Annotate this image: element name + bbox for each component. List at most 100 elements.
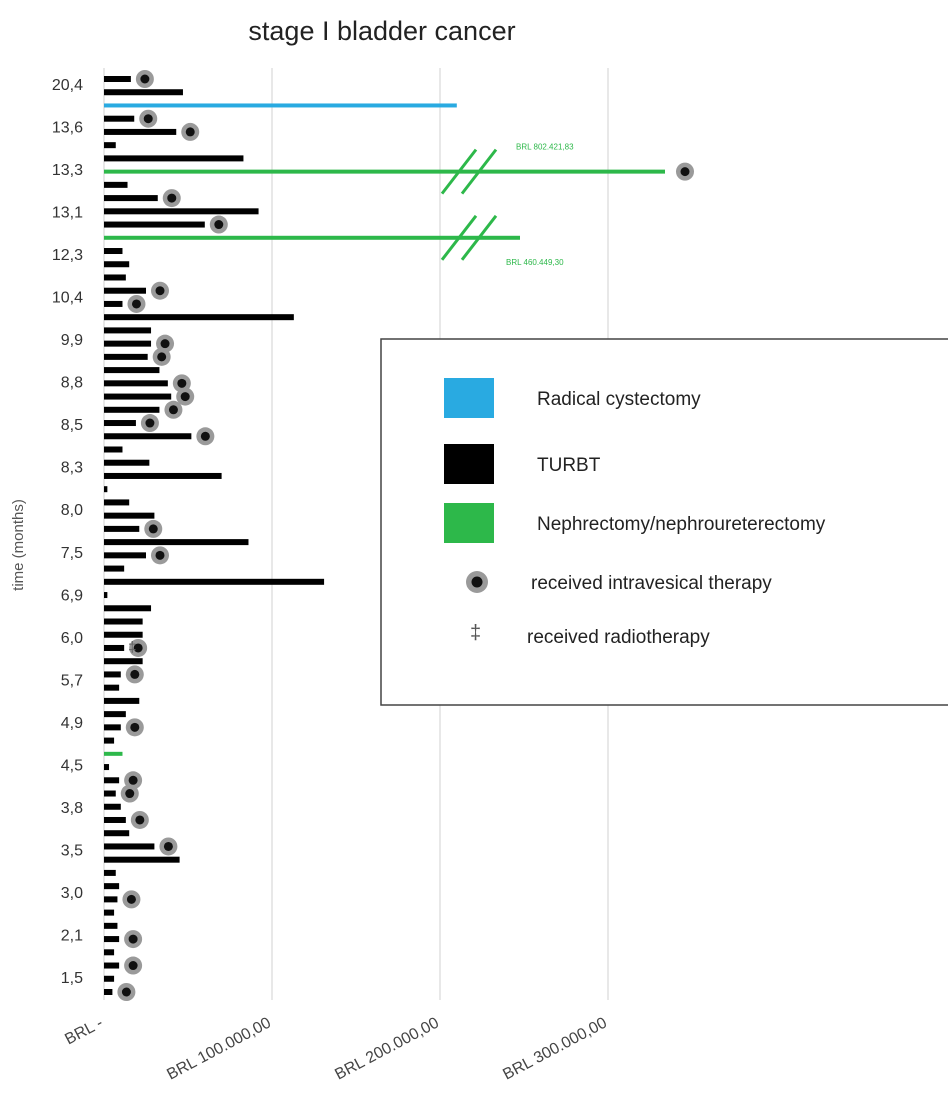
bar-39 [104, 592, 108, 599]
x-tick-label-3: BRL 300.000,00 [500, 1014, 610, 1083]
bar-41 [104, 618, 143, 625]
y-tick-label-8: 8,5 [61, 417, 83, 434]
y-axis-title: time (months) [10, 499, 27, 591]
bar-57 [104, 830, 130, 837]
legend-label-1: TURBT [537, 455, 601, 476]
bars [104, 76, 665, 995]
bar-28 [104, 446, 123, 453]
bar-24 [104, 393, 172, 400]
bar-51 [104, 751, 123, 756]
bar-22 [104, 367, 160, 374]
bar-54 [104, 790, 116, 797]
marker-inner-45 [130, 669, 140, 679]
break-mark-0-1 [460, 148, 498, 195]
bar-6 [104, 155, 244, 162]
marker-inner-16 [155, 286, 165, 296]
legend-label-4: received radiotherapy [527, 627, 710, 648]
bar-45 [104, 671, 121, 678]
bar-49 [104, 724, 121, 731]
bar-7 [104, 169, 665, 174]
y-tick-label-21: 1,5 [61, 970, 83, 987]
bar-21 [104, 353, 148, 360]
marker-inner-25 [168, 405, 178, 415]
bar-68 [104, 975, 115, 982]
bar-50 [104, 737, 115, 744]
legend-swatch-1 [444, 444, 494, 484]
bar-52 [104, 764, 110, 771]
bar-34 [104, 525, 140, 532]
bar-3 [104, 115, 135, 122]
marker-inner-69 [121, 987, 131, 997]
y-tick-label-6: 9,9 [61, 332, 83, 349]
marker-inner-58 [163, 841, 173, 851]
bar-30 [104, 472, 222, 479]
bar-46 [104, 684, 120, 691]
bar-2 [104, 103, 457, 108]
bar-56 [104, 816, 126, 823]
bar-47 [104, 697, 140, 704]
y-tick-label-16: 4,5 [61, 757, 83, 774]
marker-inner-26 [145, 418, 155, 428]
y-tick-label-5: 10,4 [52, 290, 83, 307]
bar-58 [104, 843, 155, 850]
bar-31 [104, 486, 108, 493]
bar-59 [104, 856, 180, 863]
legend-swatch-2 [444, 503, 494, 543]
bar-25 [104, 406, 160, 413]
marker-inner-27 [200, 431, 210, 441]
bar-9 [104, 195, 158, 202]
bar-63 [104, 909, 115, 916]
bar-40 [104, 605, 152, 612]
bar-43 [104, 644, 125, 651]
bar-17 [104, 300, 123, 307]
legend-dagger: ‡ [470, 622, 481, 644]
marker-inner-4 [185, 127, 195, 137]
bar-69 [104, 989, 113, 995]
marker-inner-3 [143, 114, 153, 124]
y-tick-label-0: 20,4 [52, 77, 83, 94]
bar-13 [104, 248, 123, 255]
radiotherapy-marker-43: ‡ [128, 639, 136, 656]
bar-66 [104, 949, 115, 956]
y-tick-label-3: 13,1 [52, 205, 83, 222]
x-tick-label-2: BRL 200.000,00 [332, 1014, 442, 1083]
break-mark-0-0 [440, 148, 478, 195]
break-label-0: BRL 802.421,83 [516, 143, 574, 152]
bar-27 [104, 433, 192, 440]
y-tick-label-11: 7,5 [61, 545, 83, 562]
marker-inner-36 [155, 550, 165, 560]
y-tick-label-7: 8,8 [61, 375, 83, 392]
chart-title: stage I bladder cancer [248, 16, 515, 46]
bar-37 [104, 565, 125, 572]
bar-65 [104, 936, 120, 943]
break-annotations: BRL 802.421,83 BRL 460.449,30 [440, 143, 574, 267]
y-axis-ticks: 20,4 13,6 13,3 13,1 12,3 10,4 9,9 8,8 8,5 8,3 8,0 7… [52, 77, 83, 987]
y-tick-label-13: 6,0 [61, 630, 83, 647]
bar-61 [104, 883, 120, 890]
bar-19 [104, 327, 152, 334]
marker-inner-23 [177, 378, 187, 388]
bar-15 [104, 274, 126, 281]
bar-20 [104, 340, 152, 347]
bar-16 [104, 287, 146, 294]
marker-inner-53 [128, 775, 138, 785]
marker-inner-11 [214, 220, 224, 230]
y-tick-label-18: 3,5 [61, 842, 83, 859]
x-tick-label-1: BRL 100.000,00 [164, 1014, 274, 1083]
intravesical-markers: ‡ [117, 70, 694, 1001]
marker-inner-20 [160, 339, 170, 349]
break-label-1: BRL 460.449,30 [506, 258, 564, 267]
legend: Radical cystectomy TURBT Nephrectomy/nephr… [380, 338, 948, 706]
bar-44 [104, 658, 143, 665]
x-tick-label-0: BRL - [62, 1015, 106, 1049]
bar-14 [104, 261, 130, 268]
marker-inner-34 [148, 524, 158, 534]
break-mark-1-0 [440, 214, 478, 261]
bar-12 [104, 235, 520, 240]
bar-64 [104, 922, 118, 929]
y-tick-label-20: 2,1 [61, 927, 83, 944]
bar-29 [104, 459, 150, 466]
y-tick-label-17: 3,8 [61, 800, 83, 817]
bar-48 [104, 711, 126, 718]
marker-inner-24 [180, 392, 190, 402]
